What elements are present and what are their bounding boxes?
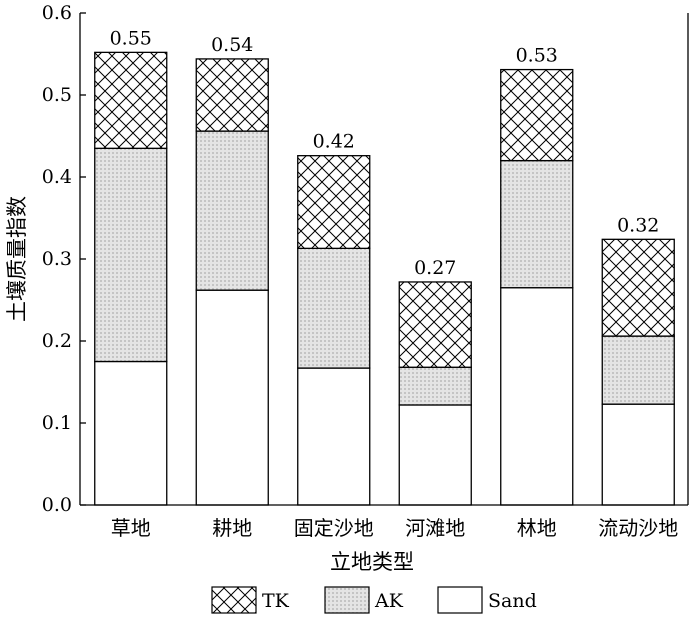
bar-tk-4: [398, 281, 472, 368]
bar-tk-3: [297, 155, 371, 249]
y-tick-label-4: 0.4: [42, 166, 72, 188]
x-tick-label-6: 流动沙地: [598, 516, 678, 540]
total-label-6: 0.32: [617, 214, 659, 236]
plot-area: 0.55 草地 0.54 耕地 0.42 固定沙地 0.27 河滩地 0.53 林地 0.32 流动沙…: [42, 2, 689, 540]
y-tick-label-6: 0.6: [42, 2, 72, 24]
legend-label-tk: TK: [262, 590, 290, 612]
legend-swatch-tk: [211, 586, 257, 614]
x-tick-label-4: 河滩地: [405, 516, 465, 540]
legend-label-ak: AK: [374, 590, 404, 612]
bar-tk-5: [500, 68, 574, 162]
y-tick-label-3: 0.3: [42, 248, 72, 270]
legend-swatch-ak: [324, 586, 370, 614]
bar-tk-1: [94, 51, 168, 149]
bar-tk-6: [601, 238, 675, 337]
y-tick-label-0: 0.0: [42, 494, 72, 516]
bar-sand-3: [297, 367, 371, 506]
bar-ak-4: [398, 366, 472, 406]
bar-sand-5: [500, 287, 574, 506]
x-tick-label-5: 林地: [517, 516, 557, 540]
x-tick-label-3: 固定沙地: [294, 516, 374, 540]
y-tick-label-5: 0.5: [42, 84, 72, 106]
total-label-2: 0.54: [211, 34, 253, 56]
legend: TK AK Sand: [211, 586, 537, 614]
bar-ak-5: [500, 159, 574, 289]
bar-sand-4: [398, 404, 472, 506]
bar-sand-1: [94, 360, 168, 506]
bar-sand-2: [195, 289, 269, 506]
bar-tk-2: [195, 58, 269, 132]
bar-ak-2: [195, 130, 269, 291]
bar-ak-6: [601, 335, 675, 405]
bar-ak-1: [94, 147, 168, 363]
x-tick-label-2: 耕地: [212, 516, 252, 540]
bar-ak-3: [297, 247, 371, 369]
y-tick-label-2: 0.2: [42, 330, 72, 352]
total-label-1: 0.55: [110, 27, 152, 49]
legend-label-sand: Sand: [488, 590, 537, 612]
bar-sand-6: [601, 403, 675, 506]
legend-swatch-sand: [437, 586, 483, 614]
x-axis-title: 立地类型: [330, 550, 414, 574]
total-label-4: 0.27: [414, 257, 456, 279]
y-tick-label-1: 0.1: [42, 412, 72, 434]
total-label-5: 0.53: [516, 45, 558, 67]
y-axis-title: 土壤质量指数: [5, 196, 29, 322]
x-tick-label-1: 草地: [111, 516, 151, 540]
total-label-3: 0.42: [313, 131, 355, 153]
